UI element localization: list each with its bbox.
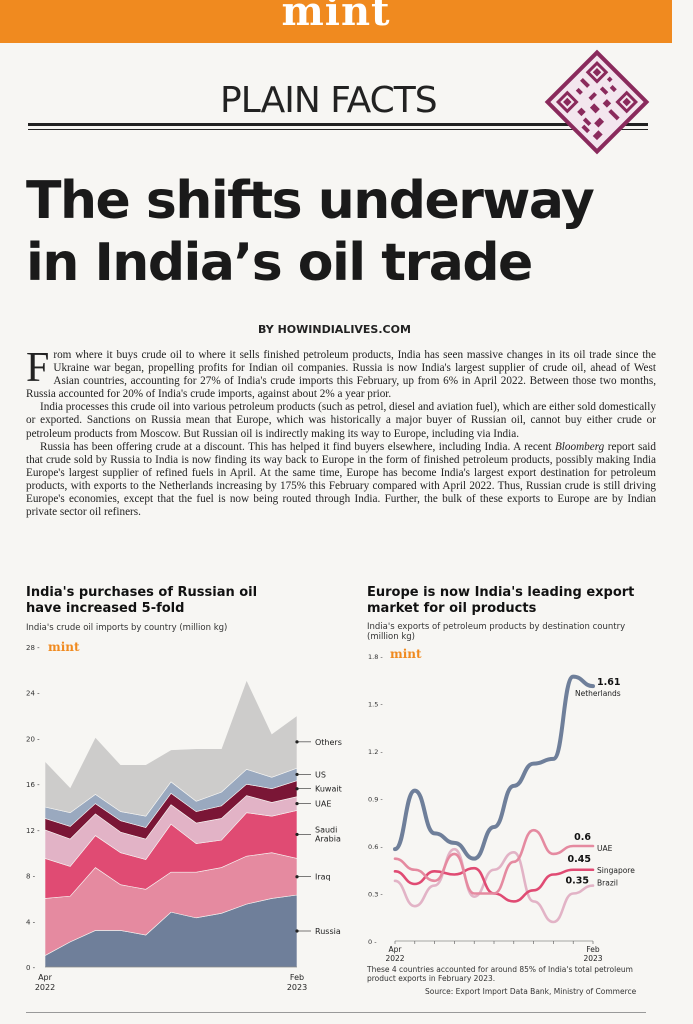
- chart2-x-tick-label: 2023: [583, 954, 602, 963]
- chart2-x-tick-label: Apr: [389, 945, 403, 954]
- chart1-legend-label: Arabia: [315, 834, 341, 843]
- chart2-line-netherlands: [393, 674, 595, 861]
- chart1-mint-logo: mint: [48, 640, 80, 654]
- section-rule-thin: [28, 129, 648, 130]
- paragraph-3-text-b: report said that crude sold by Russia to…: [26, 440, 656, 519]
- chart1-area-others: [44, 679, 298, 817]
- chart1-area-chart: 0 - 4 - 8 - 12 - 16 - 20 - 24 - 28 - Russia Iraq S…: [26, 644, 342, 992]
- chart1-legend-label: Russia: [315, 927, 341, 936]
- chart2-note: These 4 countries accounted for around 8…: [367, 965, 633, 983]
- chart2-series-label: Brazil: [597, 879, 618, 888]
- chart2-x-tick-label: 2022: [385, 954, 404, 963]
- chart2-data-label: 1.61: [597, 677, 620, 688]
- chart2-y-tick-label: 0 -: [368, 938, 377, 946]
- chart1-y-tick-label: 28 -: [26, 644, 40, 652]
- chart2-line-uae: [393, 828, 595, 895]
- chart1-subtitle: India's crude oil imports by country (mi…: [26, 623, 228, 633]
- chart2-line-chart: 0 - 0.3 - 0.6 - 0.9 - 1.2 - 1.5 - 1.8 - 1.61Net…: [368, 653, 635, 963]
- chart1-x-tick-label: Apr: [38, 973, 53, 982]
- chart1-title: India's purchases of Russian oil have in…: [26, 585, 257, 617]
- chart1-title-line-1: India's purchases of Russian oil: [26, 585, 258, 600]
- chart1-y-tick-label: 12 -: [26, 827, 40, 835]
- paragraph-3-text-a: Russia has been offering crude at a disc…: [40, 440, 555, 453]
- chart1-legend-label: US: [315, 770, 326, 779]
- chart2-series-label: Singapore: [597, 866, 635, 875]
- paragraph-3: Russia has been offering crude at a disc…: [26, 441, 656, 520]
- headline-line-2: in India’s oil trade: [26, 233, 533, 293]
- chart1-x-tick-label: 2022: [35, 983, 55, 992]
- masthead: mint: [0, 0, 672, 43]
- chart2-subtitle-line-2: (million kg): [367, 632, 415, 642]
- chart1-y-tick-label: 20 -: [26, 735, 40, 743]
- chart2-data-label: 0.45: [568, 854, 591, 865]
- byline: BY HOWINDIALIVES.COM: [258, 323, 411, 336]
- chart2-y-tick-label: 0.6 -: [368, 843, 383, 851]
- chart2-note-line-2: product exports in February 2023.: [367, 974, 496, 983]
- chart2-y-tick-label: 1.8 -: [368, 653, 383, 661]
- headline: The shifts underway in India’s oil trade: [26, 170, 595, 294]
- chart2-line-brazil: [393, 847, 595, 924]
- chart2-subtitle: India's exports of petroleum products by…: [367, 622, 625, 642]
- chart2-series-label: Netherlands: [575, 689, 621, 698]
- chart1-y-tick-label: 8 -: [26, 873, 36, 881]
- qr-code-pattern: [550, 55, 644, 149]
- chart2-y-tick-label: 0.9 -: [368, 796, 383, 804]
- chart2-y-tick-label: 1.5 -: [368, 701, 383, 709]
- chart2-source: Source: Export Import Data Bank, Ministr…: [425, 987, 637, 996]
- chart2-y-tick-label: 1.2 -: [368, 748, 383, 756]
- chart1-legend-label: Saudi: [315, 825, 337, 834]
- chart1-x-tick-label: 2023: [287, 983, 307, 992]
- chart1-legend-label: UAE: [315, 800, 331, 809]
- paragraph-3-italic: Bloomberg: [554, 440, 605, 453]
- chart1-legend-label: Iraq: [315, 873, 331, 882]
- chart2-x-tick-label: Feb: [586, 945, 600, 954]
- chart2-title: Europe is now India's leading export mar…: [367, 585, 634, 617]
- headline-line-1: The shifts underway: [26, 171, 595, 231]
- bottom-rule: [26, 1012, 646, 1013]
- chart2-title-line-2: market for oil products: [367, 601, 537, 616]
- qr-code-icon[interactable]: [544, 49, 650, 155]
- chart1-y-tick-label: 24 -: [26, 690, 40, 698]
- chart1-x-tick-label: Feb: [290, 973, 304, 982]
- chart2-note-line-1: These 4 countries accounted for around 8…: [367, 965, 633, 974]
- mint-logo: mint: [281, 0, 391, 35]
- section-rule: [28, 123, 648, 126]
- chart1-legend-label: Others: [315, 738, 342, 747]
- chart2-data-label: 0.35: [566, 876, 589, 887]
- section-title: PLAIN FACTS: [220, 80, 438, 121]
- chart1-y-tick-label: 0 -: [26, 964, 36, 972]
- drop-cap: F: [26, 345, 50, 391]
- chart1-y-tick-label: 4 -: [26, 918, 36, 926]
- chart2-series-label: UAE: [597, 844, 613, 853]
- chart1-y-tick-label: 16 -: [26, 781, 40, 789]
- paragraph-1-text: rom where it buys crude oil to where it …: [26, 349, 656, 401]
- paragraph-2: India processes this crude oil into vari…: [26, 401, 656, 440]
- chart1-title-line-2: have increased 5-fold: [26, 601, 185, 616]
- chart2-mint-logo: mint: [390, 647, 422, 661]
- chart2-subtitle-line-1: India's exports of petroleum products by…: [367, 622, 626, 632]
- chart2-title-line-1: Europe is now India's leading export: [367, 585, 635, 600]
- chart2-y-tick-label: 0.3 -: [368, 891, 383, 899]
- chart2-data-label: 0.6: [574, 832, 591, 843]
- chart1-legend-label: Kuwait: [315, 785, 342, 794]
